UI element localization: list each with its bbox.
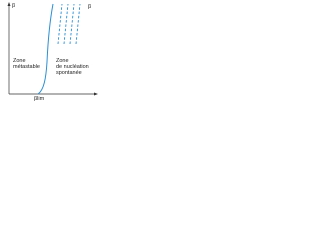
x-arrow (94, 92, 98, 96)
zone-label: métastable (13, 64, 40, 70)
nucleation-lines (57, 3, 81, 45)
zone-label: Zone (56, 58, 69, 64)
y-arrow (7, 2, 11, 6)
zone-label: spontanée (56, 70, 82, 76)
dashed-line (57, 3, 63, 45)
zone-label: Zone (13, 58, 26, 64)
solubility-curve (37, 3, 54, 95)
dashed-line (75, 3, 81, 45)
background (0, 0, 100, 103)
dashed-line (63, 3, 69, 45)
zone-label: de nucléation (56, 64, 89, 70)
diagram: β β βlim Zone métastable Zone de nucléat… (0, 0, 100, 103)
dashed-line (69, 3, 75, 45)
y-label: β (12, 3, 15, 9)
x-label: β (88, 4, 91, 10)
x-mark: βlim (34, 96, 45, 102)
